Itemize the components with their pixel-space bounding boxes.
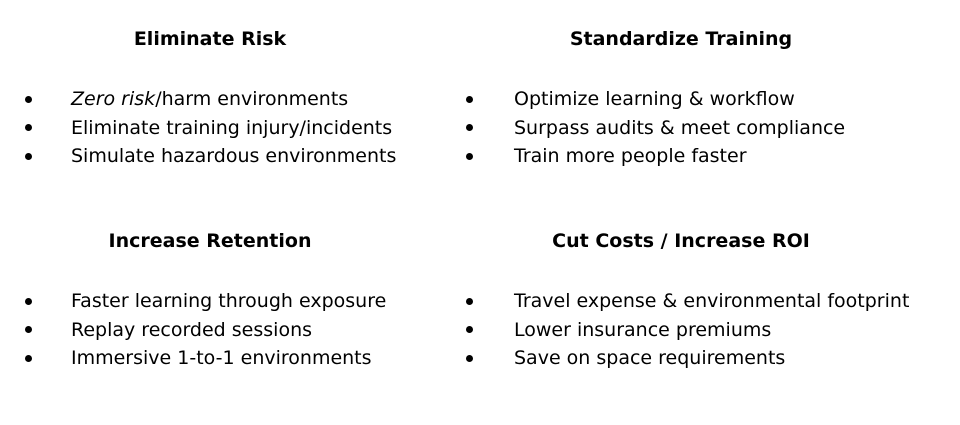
list-item-label: Train more people faster (514, 145, 747, 168)
list-item-label: Immersive 1-to-1 environments (71, 347, 372, 370)
bullet-list: Zero risk/harm environments Eliminate tr… (0, 85, 396, 171)
bullet-icon (25, 326, 32, 334)
list-item: Save on space requirements (443, 344, 909, 373)
list-item: Simulate hazardous environments (0, 142, 396, 171)
list-item-label: Travel expense & environmental footprint (514, 290, 910, 313)
bullet-icon (25, 124, 32, 132)
list-item: Train more people faster (443, 142, 845, 171)
list-item: Replay recorded sessions (0, 316, 386, 345)
list-item: Immersive 1-to-1 environments (0, 344, 386, 373)
list-item-label: Simulate hazardous environments (71, 145, 397, 168)
list-item: Eliminate training injury/incidents (0, 114, 396, 143)
list-item: Optimize learning & workflow (443, 85, 845, 114)
list-item-label: Replay recorded sessions (71, 318, 313, 341)
bullet-icon (466, 124, 473, 132)
list-item: Lower insurance premiums (443, 316, 909, 345)
list-item-label: Faster learning through exposure (71, 290, 387, 313)
bullet-icon (466, 152, 473, 160)
list-item-label: Save on space requirements (514, 347, 786, 370)
section-heading: Eliminate Risk (133, 28, 287, 50)
section-heading: Standardize Training (569, 28, 793, 50)
list-item-label: Lower insurance premiums (514, 318, 772, 341)
bullet-list: Travel expense & environmental footprint… (443, 287, 909, 373)
bullet-icon (25, 95, 32, 103)
emphasis-text: Zero risk (71, 88, 156, 111)
list-item-label: /harm environments (155, 88, 349, 111)
bullet-icon (25, 354, 32, 362)
section-heading: Cut Costs / Increase ROI (552, 230, 810, 252)
bullet-icon (25, 297, 32, 305)
bullet-icon (466, 354, 473, 362)
list-item-label: Optimize learning & workflow (514, 88, 795, 111)
list-item-label: Eliminate training injury/incidents (71, 116, 393, 139)
bullet-icon (466, 95, 473, 103)
list-item-label: Surpass audits & meet compliance (514, 116, 846, 139)
list-item: Travel expense & environmental footprint (443, 287, 909, 316)
bullet-list: Faster learning through exposure Replay … (0, 287, 386, 373)
bullet-icon (466, 326, 473, 334)
bullet-icon (466, 297, 473, 305)
bullet-icon (25, 152, 32, 160)
list-item: Zero risk/harm environments (0, 85, 396, 114)
section-heading: Increase Retention (108, 230, 312, 252)
list-item: Faster learning through exposure (0, 287, 386, 316)
list-item-text: Zero risk/harm environments (71, 88, 348, 110)
list-item: Surpass audits & meet compliance (443, 114, 845, 143)
bullet-list: Optimize learning & workflow Surpass aud… (443, 85, 845, 171)
